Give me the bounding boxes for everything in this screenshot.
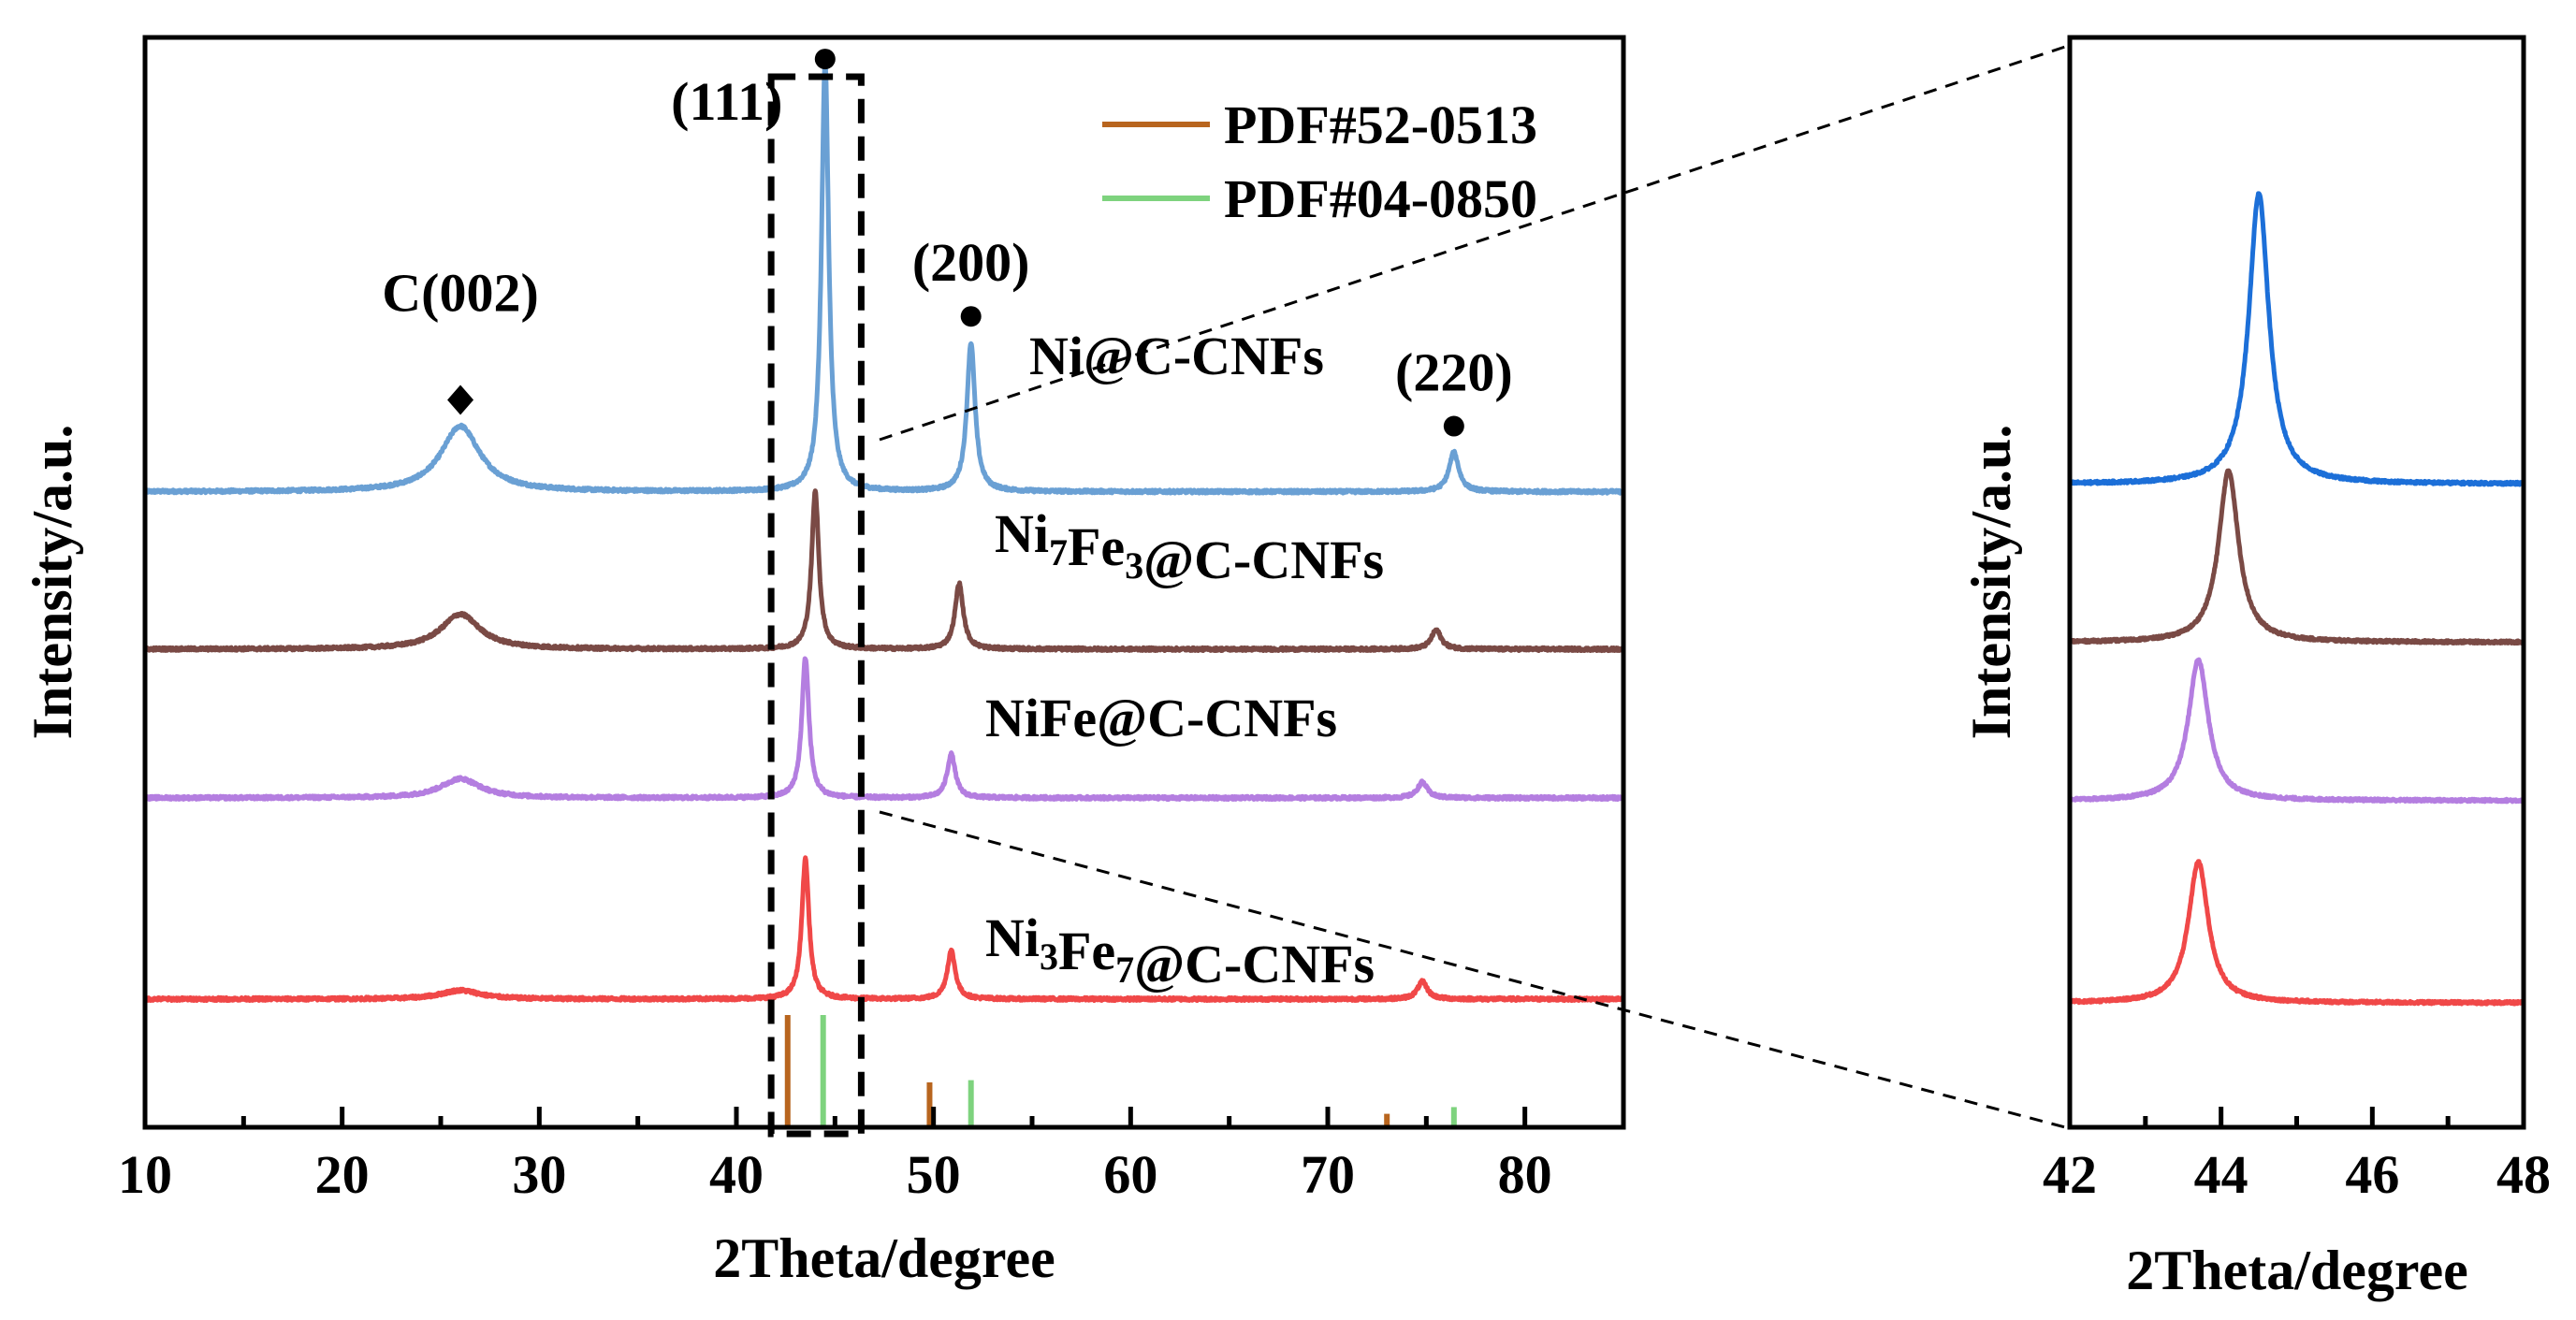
main-y-axis-title: Intensity/a.u. [22, 425, 83, 740]
inset-series-ni-c-cnfs [2068, 191, 2526, 487]
inset-x-tick-label-42: 42 [2043, 1144, 2097, 1205]
inset-x-axis-title: 2Theta/degree [2126, 1240, 2467, 1301]
main-x-tick-label-60: 60 [1103, 1144, 1157, 1205]
circle-marker-111 [814, 49, 836, 70]
inset-series-ni7fe3-c-cnfs [2068, 468, 2525, 646]
inset-x-tick-label-48: 48 [2496, 1144, 2551, 1205]
main-series-ni7fe3-c-cnfs [143, 488, 1626, 654]
zoom-region-box [767, 73, 865, 1138]
zoom-connector-top [879, 45, 2066, 442]
legend-label-pdf-52-0513: PDF#52-0513 [1224, 94, 1537, 155]
main-x-axis-title: 2Theta/degree [713, 1227, 1055, 1289]
inset-x-tick-label-44: 44 [2194, 1144, 2249, 1205]
circle-marker-200 [960, 306, 982, 327]
main-plot-frame [142, 35, 1626, 1130]
inset-series-ni3fe7-c-cnfs [2068, 859, 2526, 1007]
inset-series-layer [2067, 191, 2526, 1007]
label-ni7fe3-c-cnfs: Ni7Fe3@C-CNFs [995, 503, 1384, 590]
peak-label-c-002: C(002) [382, 262, 539, 323]
inset-series-nife-c-cnfs [2067, 657, 2526, 805]
legend-label-pdf-04-0850: PDF#04-0850 [1224, 168, 1537, 229]
label-ni7fe3-full: Ni7Fe3@C-CNFs [995, 503, 1384, 590]
main-xrd-plot: 10 20 30 40 50 60 70 80 C(002) (111) (200) (220) N… [22, 35, 1626, 1289]
label-ni-c-cnfs: Ni@C-CNFs [1029, 326, 1324, 386]
zoom-connector-bottom [879, 810, 2066, 1129]
main-x-ticks: 10 20 30 40 50 60 70 80 [118, 1107, 1626, 1205]
peak-label-200: (200) [912, 232, 1030, 293]
peak-label-220: (220) [1395, 342, 1513, 403]
main-series-ni-c-cnfs [142, 59, 1626, 496]
diamond-marker-c-002 [447, 384, 474, 415]
peak-annotations: C(002) (111) (200) (220) [382, 49, 1513, 437]
label-nife-c-cnfs: NiFe@C-CNFs [985, 688, 1337, 748]
main-series-ni3fe7-c-cnfs [143, 855, 1626, 1004]
main-x-tick-label-30: 30 [512, 1144, 566, 1205]
reference-pattern-layer [784, 1015, 1457, 1127]
peak-label-111: (111) [671, 71, 782, 132]
main-series-nife-c-cnfs [142, 656, 1626, 802]
main-x-tick-label-10: 10 [118, 1144, 172, 1205]
main-x-tick-label-50: 50 [907, 1144, 961, 1205]
inset-y-axis-title: Intensity/a.u. [1960, 425, 2022, 740]
inset-xrd-plot: 42 44 46 48 2Theta/degree Intensity/a.u. [1960, 35, 2551, 1301]
main-x-tick-label-70: 70 [1301, 1144, 1355, 1205]
main-series-layer [142, 59, 1626, 1004]
inset-plot-frame [2067, 35, 2526, 1130]
label-ni3fe7-c-cnfs: Ni3Fe7@C-CNFs [985, 907, 1375, 994]
legend: PDF#52-0513 PDF#04-0850 [1102, 94, 1537, 229]
main-x-tick-label-20: 20 [315, 1144, 370, 1205]
main-x-tick-label-40: 40 [709, 1144, 764, 1205]
main-x-tick-label-80: 80 [1498, 1144, 1552, 1205]
inset-x-ticks: 42 44 46 48 [2043, 1107, 2551, 1205]
circle-marker-220 [1443, 415, 1464, 437]
inset-x-tick-label-46: 46 [2345, 1144, 2399, 1205]
